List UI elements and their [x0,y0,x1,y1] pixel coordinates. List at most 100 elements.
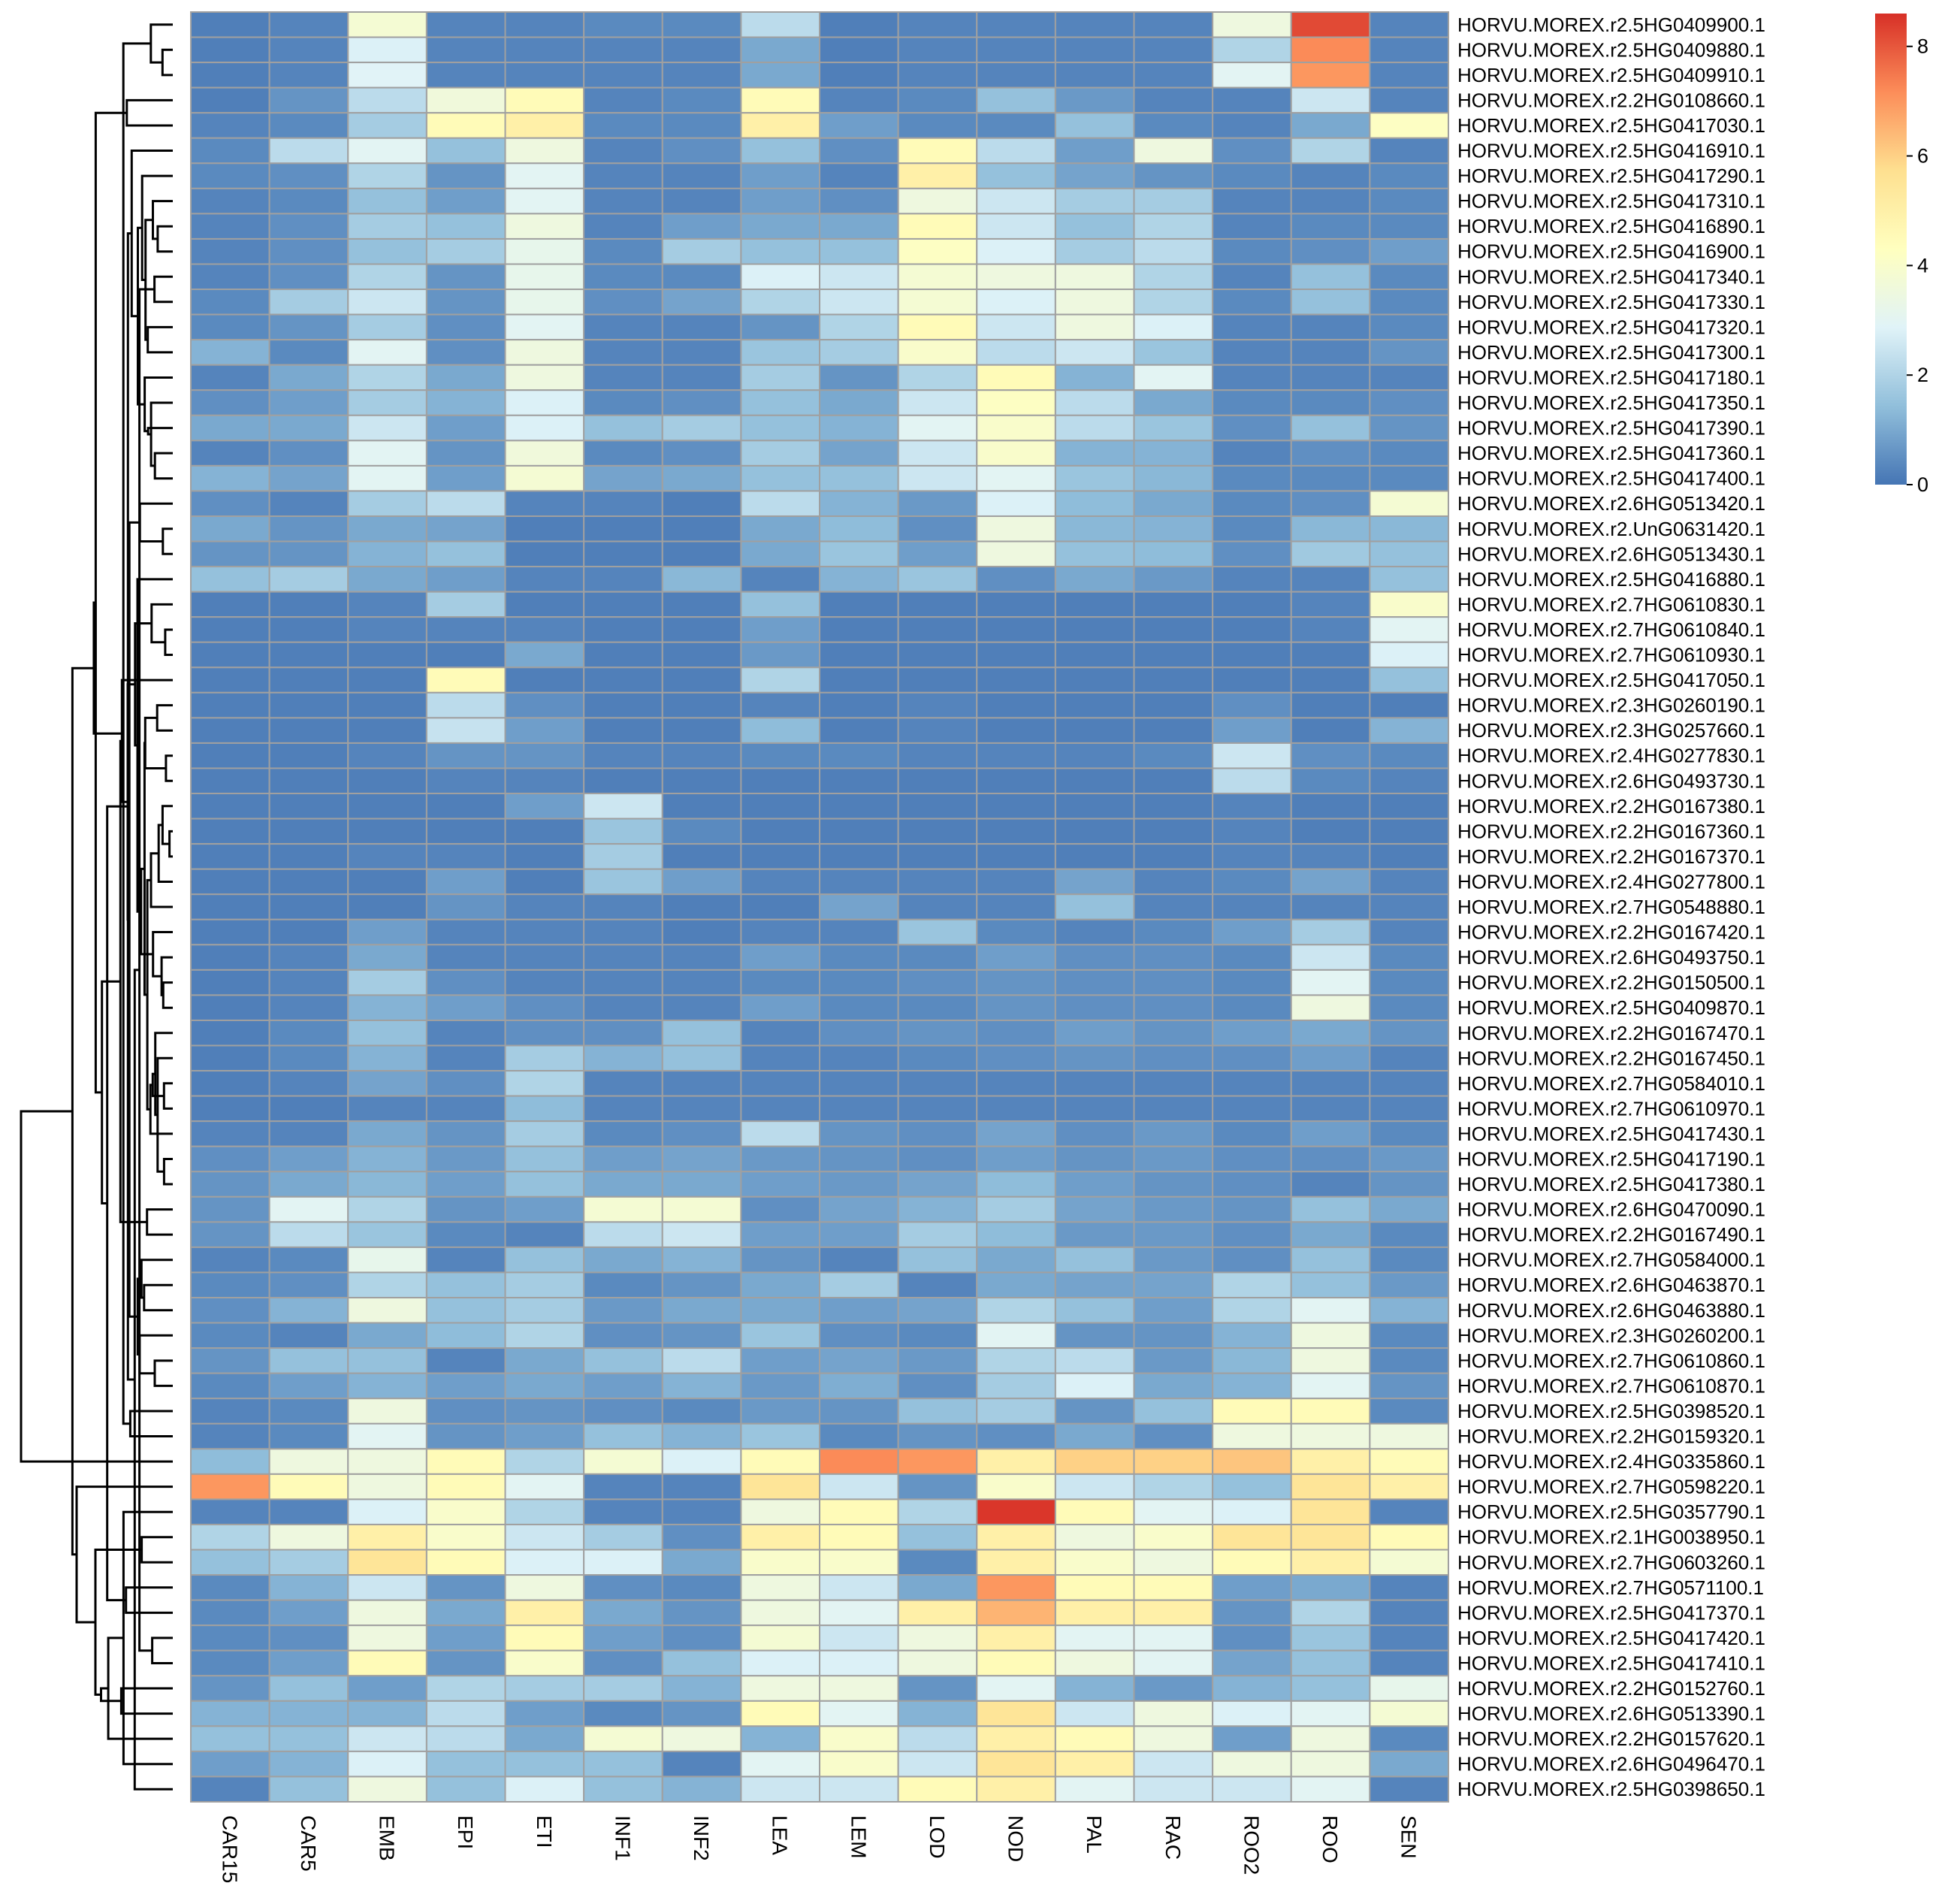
heatmap-cell [740,137,821,165]
heatmap-cell [504,313,585,341]
heatmap-cell [425,1448,506,1475]
row-label: HORVU.MOREX.r2.7HG0598220.1 [1457,1476,1765,1498]
row-label: HORVU.MOREX.r2.6HG0463880.1 [1457,1299,1765,1322]
heatmap-cell [661,162,742,189]
heatmap-cell [897,1171,978,1198]
heatmap-cell [897,1700,978,1727]
heatmap-cell [819,641,899,669]
heatmap-cell [425,1422,506,1450]
heatmap-cell [347,289,427,316]
heatmap-cell [1133,1019,1214,1047]
row-label: HORVU.MOREX.r2.5HG0417330.1 [1457,291,1765,313]
heatmap-cell [268,1271,349,1299]
heatmap-cell [897,1120,978,1147]
heatmap-cell [819,1750,899,1778]
heatmap-cell [190,566,270,593]
row-label: HORVU.MOREX.r2.5HG0417180.1 [1457,366,1765,388]
row-label: HORVU.MOREX.r2.2HG0159320.1 [1457,1425,1765,1448]
heatmap-cell [347,1070,427,1097]
heatmap-cell [583,515,663,542]
heatmap-cell [1290,137,1371,165]
row-label: HORVU.MOREX.r2.2HG0167490.1 [1457,1223,1765,1246]
heatmap-cell [819,1070,899,1097]
heatmap-cell [1212,490,1292,517]
heatmap-cell [1133,1700,1214,1727]
heatmap-cell [583,1750,663,1778]
column-label: SEN [1397,1815,1421,1859]
heatmap-cell [1212,691,1292,719]
heatmap-cell [583,11,663,38]
heatmap-cell [1212,1649,1292,1677]
heatmap-cell [740,893,821,920]
color-legend-ticks: 0 2 4 6 8 [1907,35,1928,496]
color-legend: 0 2 4 6 8 [1875,14,1928,496]
heatmap-cell [425,86,506,114]
heatmap-cell [583,944,663,971]
heatmap-cell [1054,62,1135,89]
heatmap-cell [1133,1776,1214,1803]
heatmap-cell [1369,1574,1450,1601]
heatmap-cell [504,1599,585,1627]
heatmap-cell [347,1700,427,1727]
heatmap-cell [268,1044,349,1072]
heatmap-cell [190,1095,270,1123]
row-label: HORVU.MOREX.r2.3HG0260200.1 [1457,1324,1765,1346]
heatmap-cell [1212,893,1292,920]
heatmap-cell [347,1195,427,1223]
heatmap-cell [504,1549,585,1576]
heatmap-cell [347,1725,427,1752]
heatmap-cell [1290,313,1371,341]
heatmap-cell [1133,918,1214,946]
heatmap-cell [819,1498,899,1525]
heatmap-cell [1212,1599,1292,1627]
heatmap-cell [268,1599,349,1627]
row-label: HORVU.MOREX.r2.5HG0417350.1 [1457,391,1765,414]
heatmap-cell [1212,1448,1292,1475]
heatmap-cell [897,843,978,870]
heatmap-cell [740,793,821,820]
heatmap-cell [1054,440,1135,467]
heatmap-cell [1290,414,1371,442]
heatmap-cell [1133,944,1214,971]
heatmap-cell [1369,1372,1450,1400]
heatmap-cell [347,1145,427,1173]
heatmap-cell [504,1120,585,1147]
heatmap-cell [1054,1523,1135,1551]
heatmap-cell [504,464,585,492]
heatmap-cell [190,1700,270,1727]
heatmap-cell [425,440,506,467]
heatmap-cell [268,1195,349,1223]
heatmap-cell [504,339,585,366]
heatmap-cell [504,86,585,114]
heatmap-cell [976,313,1056,341]
heatmap-cell [1054,1649,1135,1677]
heatmap-cell [976,1372,1056,1400]
heatmap-cell [976,717,1056,744]
heatmap-cell [190,1195,270,1223]
heatmap-cell [190,1322,270,1349]
heatmap-cell [976,187,1056,215]
heatmap-cell [583,1700,663,1727]
heatmap-cell [976,1322,1056,1349]
heatmap-cell [504,1095,585,1123]
heatmap-cell [1290,1549,1371,1576]
heatmap-cell [661,1776,742,1803]
heatmap-cell [268,1145,349,1173]
heatmap-cell [504,969,585,996]
heatmap-cell [740,1070,821,1097]
heatmap-cell [897,868,978,896]
heatmap-cell [897,112,978,139]
heatmap-cell [740,1195,821,1223]
heatmap-cell [819,691,899,719]
heatmap-cell [268,1725,349,1752]
heatmap-cell [1290,893,1371,920]
heatmap-cell [1212,666,1292,694]
heatmap-cell [268,691,349,719]
heatmap-cell [1290,969,1371,996]
heatmap-cell [190,843,270,870]
heatmap-cell [976,515,1056,542]
heatmap-cell [583,364,663,391]
heatmap-cell [661,818,742,845]
row-label: HORVU.MOREX.r2.5HG0409870.1 [1457,996,1765,1019]
heatmap-cell [1290,213,1371,240]
